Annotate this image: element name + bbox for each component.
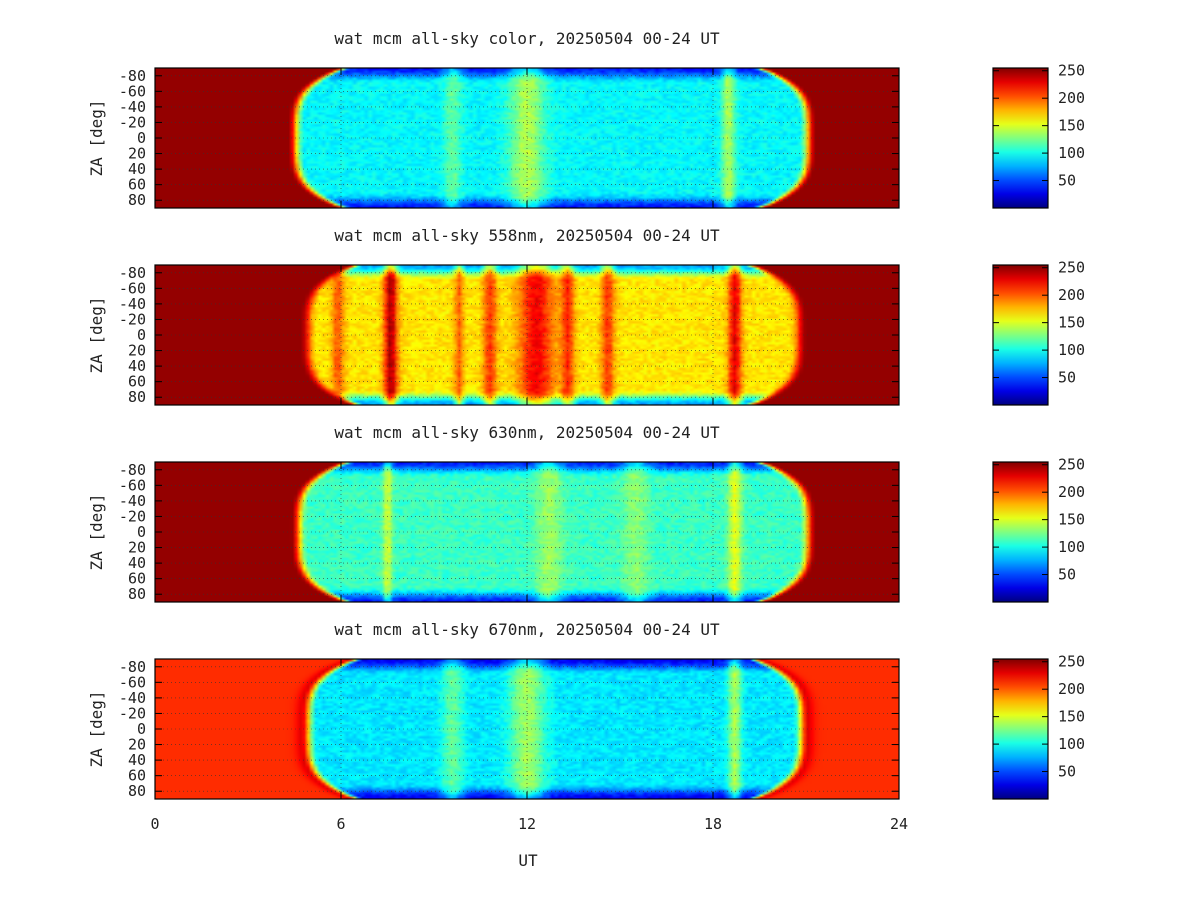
x-axis-label: UT <box>518 851 538 870</box>
y-tick-label: -40 <box>119 689 146 707</box>
y-tick-label: -20 <box>119 507 146 525</box>
colorbar-tick-label: 150 <box>1058 117 1085 135</box>
colorbar-tick-label: 250 <box>1058 259 1085 277</box>
y-tick-label: 20 <box>128 736 146 754</box>
y-tick-label: 60 <box>128 373 146 391</box>
colorbar-tick-label: 100 <box>1058 735 1085 753</box>
y-tick-label: 0 <box>137 523 146 541</box>
colorbar-tick-label: 200 <box>1058 680 1085 698</box>
y-tick-label: 80 <box>128 191 146 209</box>
y-tick-label: -60 <box>119 279 146 297</box>
y-tick-label: -80 <box>119 67 146 85</box>
y-tick-label: 40 <box>128 357 146 375</box>
colorbar <box>992 67 1049 209</box>
y-tick-label: 0 <box>137 326 146 344</box>
x-tick-label: 6 <box>336 815 345 833</box>
panel-title: wat mcm all-sky 670nm, 20250504 00-24 UT <box>334 620 720 639</box>
x-tick-label: 24 <box>890 815 908 833</box>
colorbar-tick-label: 100 <box>1058 144 1085 162</box>
colorbar <box>992 658 1049 800</box>
y-tick-label: -40 <box>119 295 146 313</box>
panel-title: wat mcm all-sky 558nm, 20250504 00-24 UT <box>334 226 720 245</box>
colorbar-tick-label: 100 <box>1058 538 1085 556</box>
colorbar-tick-label: 150 <box>1058 511 1085 529</box>
panel-4: wat mcm all-sky 670nm, 20250504 00-24 UT… <box>87 620 1085 833</box>
colorbar-tick-label: 50 <box>1058 369 1076 387</box>
y-tick-label: -80 <box>119 461 146 479</box>
y-tick-label: 20 <box>128 539 146 557</box>
y-tick-label: 20 <box>128 145 146 163</box>
y-tick-label: -60 <box>119 673 146 691</box>
y-axis-label: ZA [deg] <box>87 493 106 570</box>
y-tick-label: 80 <box>128 585 146 603</box>
y-tick-label: 40 <box>128 554 146 572</box>
colorbar-tick-label: 250 <box>1058 456 1085 474</box>
y-tick-label: 60 <box>128 176 146 194</box>
y-axis-label: ZA [deg] <box>87 99 106 176</box>
colorbar-tick-label: 250 <box>1058 62 1085 80</box>
panel-2: wat mcm all-sky 558nm, 20250504 00-24 UT… <box>87 226 1085 406</box>
colorbar-tick-label: 50 <box>1058 172 1076 190</box>
y-tick-label: 0 <box>137 129 146 147</box>
colorbar <box>992 264 1049 406</box>
y-tick-label: 0 <box>137 720 146 738</box>
x-tick-label: 0 <box>150 815 159 833</box>
y-tick-label: -60 <box>119 82 146 100</box>
y-tick-label: 60 <box>128 570 146 588</box>
colorbar <box>992 461 1049 603</box>
heatmap-panels: wat mcm all-sky color, 20250504 00-24 UT… <box>87 29 1085 833</box>
y-tick-label: -40 <box>119 98 146 116</box>
y-tick-label: -20 <box>119 310 146 328</box>
y-tick-label: 40 <box>128 751 146 769</box>
colorbar-tick-label: 250 <box>1058 653 1085 671</box>
y-tick-label: -80 <box>119 264 146 282</box>
y-tick-label: -60 <box>119 476 146 494</box>
y-tick-label: 20 <box>128 342 146 360</box>
colorbar-tick-label: 200 <box>1058 89 1085 107</box>
y-tick-label: 40 <box>128 160 146 178</box>
y-tick-label: -20 <box>119 113 146 131</box>
y-axis-label: ZA [deg] <box>87 296 106 373</box>
y-tick-label: -40 <box>119 492 146 510</box>
y-tick-label: 80 <box>128 782 146 800</box>
panel-1: wat mcm all-sky color, 20250504 00-24 UT… <box>87 29 1085 209</box>
colorbar-tick-label: 200 <box>1058 483 1085 501</box>
colorbar-tick-label: 100 <box>1058 341 1085 359</box>
y-tick-label: -20 <box>119 704 146 722</box>
x-tick-label: 12 <box>518 815 536 833</box>
colorbar-tick-label: 200 <box>1058 286 1085 304</box>
y-tick-label: 60 <box>128 767 146 785</box>
y-axis-label: ZA [deg] <box>87 690 106 767</box>
y-tick-label: 80 <box>128 388 146 406</box>
colorbar-tick-label: 150 <box>1058 314 1085 332</box>
colorbar-tick-label: 50 <box>1058 763 1076 781</box>
panel-title: wat mcm all-sky 630nm, 20250504 00-24 UT <box>334 423 720 442</box>
colorbar-tick-label: 50 <box>1058 566 1076 584</box>
panel-title: wat mcm all-sky color, 20250504 00-24 UT <box>334 29 720 48</box>
panel-3: wat mcm all-sky 630nm, 20250504 00-24 UT… <box>87 423 1085 603</box>
y-tick-label: -80 <box>119 658 146 676</box>
colorbar-tick-label: 150 <box>1058 708 1085 726</box>
x-tick-label: 18 <box>704 815 722 833</box>
